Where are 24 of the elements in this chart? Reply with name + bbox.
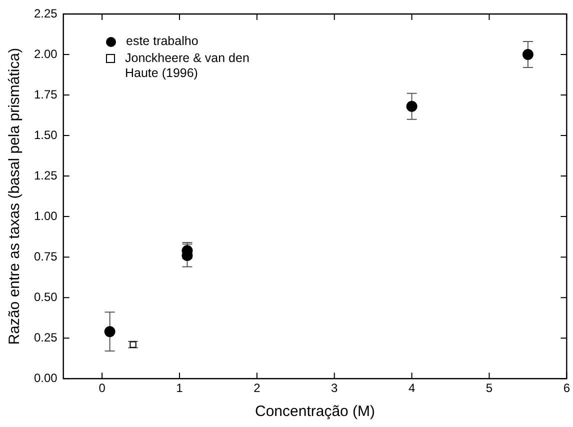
x-axis-title: Concentração (M) bbox=[254, 403, 376, 420]
x-tick-label: 6 bbox=[563, 381, 570, 396]
y-tick-label: 1.00 bbox=[34, 208, 58, 223]
y-tick-label: 2.00 bbox=[34, 46, 58, 61]
y-tick-label: 1.50 bbox=[34, 128, 58, 142]
x-tick-label: 3 bbox=[331, 381, 338, 396]
legend-label: este trabalho bbox=[126, 34, 198, 49]
y-tick-label: 0.25 bbox=[34, 330, 58, 344]
y-tick-label: 1.25 bbox=[34, 168, 58, 182]
x-tick-label: 2 bbox=[254, 381, 261, 396]
point bbox=[104, 326, 116, 338]
y-tick-label: 0.00 bbox=[34, 370, 58, 385]
legend-label: Jonckheere & van den Haute (1996) bbox=[125, 51, 250, 81]
point bbox=[406, 100, 418, 112]
x-tick-label: 5 bbox=[486, 381, 493, 396]
point bbox=[522, 49, 534, 60]
x-tick-label: 0 bbox=[98, 381, 106, 396]
y-tick-label: 0.75 bbox=[34, 249, 58, 264]
y-tick-label: 1.75 bbox=[34, 87, 58, 102]
y-axis-title: Razão entre as taxas (basal pela prismática) bbox=[6, 48, 24, 345]
y-tick-label: 2.25 bbox=[34, 6, 58, 20]
y-tick-label: 0.50 bbox=[34, 290, 58, 304]
x-tick-label: 4 bbox=[408, 381, 416, 396]
x-tick-label: 1 bbox=[176, 381, 184, 396]
